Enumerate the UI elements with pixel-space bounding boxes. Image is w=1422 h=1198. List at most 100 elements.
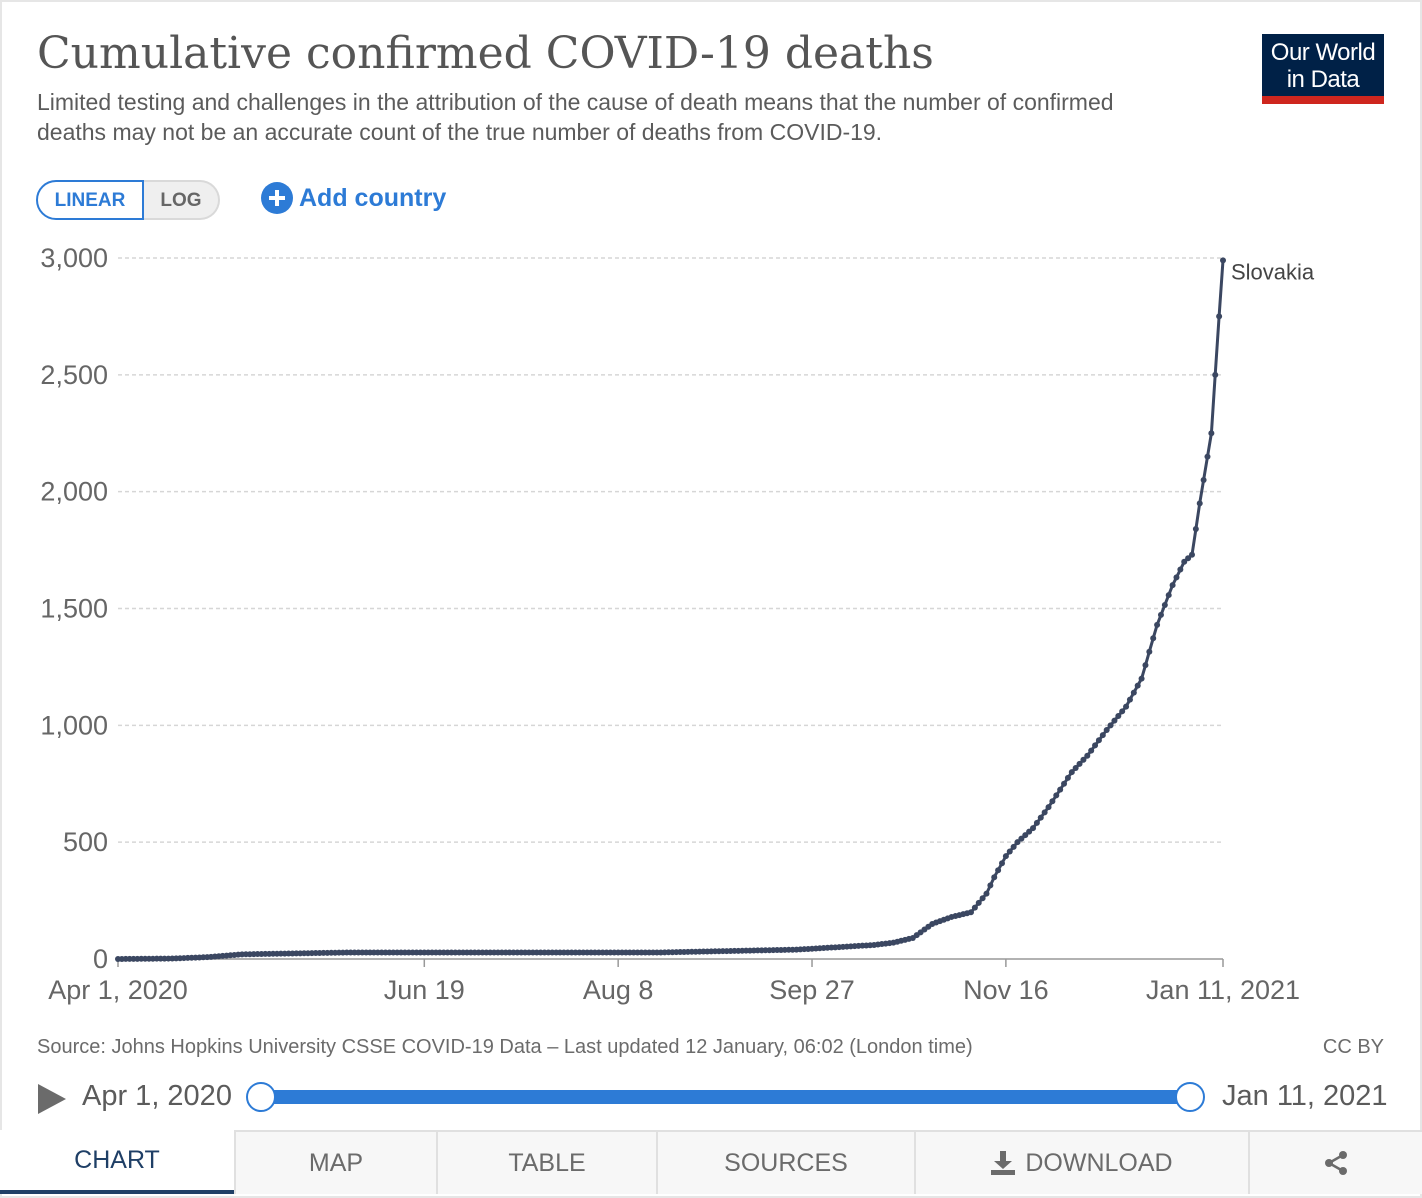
tab-bar: CHART MAP TABLE SOURCES DOWNLOAD <box>0 1130 1422 1198</box>
data-point[interactable] <box>1212 371 1219 378</box>
data-point[interactable] <box>1018 835 1025 842</box>
data-point[interactable] <box>1181 558 1188 565</box>
data-point[interactable] <box>1103 727 1110 734</box>
data-point[interactable] <box>1064 774 1071 781</box>
tab-share[interactable] <box>1248 1130 1422 1194</box>
plus-circle-icon <box>261 182 293 214</box>
data-point[interactable] <box>1099 732 1106 739</box>
data-point[interactable] <box>1095 737 1102 744</box>
data-point[interactable] <box>1030 825 1037 832</box>
data-point[interactable] <box>1022 832 1029 839</box>
data-point[interactable] <box>1068 769 1075 776</box>
x-tick-label: Jun 19 <box>384 975 465 1005</box>
license-link[interactable]: CC BY <box>1322 1036 1384 1058</box>
data-point[interactable] <box>1026 828 1033 835</box>
data-point[interactable] <box>1196 500 1203 507</box>
data-point[interactable] <box>1076 760 1083 767</box>
data-point[interactable] <box>975 899 982 906</box>
data-point[interactable] <box>1037 814 1044 821</box>
x-tick-label: Sep 27 <box>769 975 855 1005</box>
data-point[interactable] <box>1173 574 1180 581</box>
data-point[interactable] <box>1208 430 1215 437</box>
data-point[interactable] <box>1014 839 1021 846</box>
data-point[interactable] <box>1169 582 1176 589</box>
data-point[interactable] <box>1154 621 1161 628</box>
data-point[interactable] <box>1185 555 1192 562</box>
data-point[interactable] <box>967 909 974 916</box>
data-point[interactable] <box>1126 696 1133 703</box>
y-tick-label: 500 <box>63 827 108 857</box>
data-point[interactable] <box>1002 853 1009 860</box>
data-point[interactable] <box>999 860 1005 867</box>
data-point[interactable] <box>1200 476 1207 483</box>
data-point[interactable] <box>979 895 986 902</box>
data-point[interactable] <box>987 882 994 889</box>
data-point[interactable] <box>1045 804 1052 811</box>
tab-sources[interactable]: SOURCES <box>656 1130 914 1194</box>
data-point[interactable] <box>983 890 990 897</box>
y-tick-label: 0 <box>93 944 108 974</box>
data-point[interactable] <box>1138 675 1145 682</box>
data-point[interactable] <box>1134 682 1141 689</box>
data-point[interactable] <box>1123 703 1130 710</box>
data-point[interactable] <box>1216 313 1223 320</box>
timeline-track[interactable] <box>262 1090 1190 1104</box>
data-point[interactable] <box>1010 843 1017 850</box>
add-country-label: Add country <box>299 183 447 212</box>
data-point[interactable] <box>1177 566 1184 573</box>
tab-map[interactable]: MAP <box>234 1130 436 1194</box>
data-point[interactable] <box>1107 722 1114 729</box>
data-point[interactable] <box>1053 792 1060 799</box>
data-point[interactable] <box>1041 809 1048 816</box>
tab-chart[interactable]: CHART <box>0 1130 234 1194</box>
data-point[interactable] <box>1115 712 1122 719</box>
data-point[interactable] <box>1057 786 1064 793</box>
data-point[interactable] <box>1165 592 1172 599</box>
linear-scale-button[interactable]: LINEAR <box>36 180 144 220</box>
add-country-button[interactable]: Add country <box>261 182 446 214</box>
data-point[interactable] <box>1204 453 1211 460</box>
x-tick-label: Nov 16 <box>963 975 1049 1005</box>
data-point[interactable] <box>1119 708 1126 715</box>
series-label[interactable]: Slovakia <box>1231 259 1315 284</box>
line-chart: 0 500 1,000 1,500 2,000 2,500 3,000 Apr 1, 202… <box>40 243 1315 1005</box>
data-point[interactable] <box>1130 689 1137 696</box>
data-point[interactable] <box>1080 756 1087 763</box>
data-point[interactable] <box>991 874 998 881</box>
data-point[interactable] <box>1084 752 1091 759</box>
log-scale-button[interactable]: LOG <box>144 180 220 220</box>
data-point[interactable] <box>1033 819 1040 826</box>
tab-table[interactable]: TABLE <box>436 1130 656 1194</box>
data-point[interactable] <box>1006 848 1013 855</box>
owid-logo[interactable]: Our World in Data <box>1262 34 1384 104</box>
data-point[interactable] <box>1161 601 1168 608</box>
series-line-slovakia[interactable] <box>118 260 1225 961</box>
download-icon <box>991 1151 1016 1175</box>
timeline-start-label: Apr 1, 2020 <box>82 1080 232 1112</box>
data-point[interactable] <box>1049 798 1056 805</box>
data-point[interactable] <box>1061 780 1068 787</box>
data-point[interactable] <box>1142 662 1149 669</box>
tab-download[interactable]: DOWNLOAD <box>914 1130 1248 1194</box>
data-point[interactable] <box>971 904 978 911</box>
data-point[interactable] <box>1146 648 1153 655</box>
timeline-start-handle[interactable] <box>246 1082 276 1112</box>
y-tick-label: 2,500 <box>40 360 108 390</box>
logo-line-2: in Data <box>1286 66 1360 93</box>
y-tick-label: 1,000 <box>40 710 108 740</box>
timeline-end-handle[interactable] <box>1175 1082 1205 1112</box>
data-point[interactable] <box>995 867 1002 874</box>
chart-subtitle: Limited testing and challenges in the at… <box>37 89 1114 145</box>
data-point[interactable] <box>1092 742 1099 749</box>
data-point[interactable] <box>1111 717 1118 724</box>
source-note[interactable]: Source: Johns Hopkins University CSSE CO… <box>37 1036 973 1058</box>
data-point[interactable] <box>1150 635 1157 642</box>
data-point[interactable] <box>1088 747 1095 754</box>
data-point[interactable] <box>1192 526 1199 533</box>
x-tick-label: Jan 11, 2021 <box>1146 975 1300 1005</box>
data-point[interactable] <box>1157 611 1164 618</box>
play-icon[interactable] <box>38 1084 66 1114</box>
data-point[interactable] <box>1220 257 1226 264</box>
data-point[interactable] <box>1188 551 1195 558</box>
data-point[interactable] <box>1072 764 1079 771</box>
